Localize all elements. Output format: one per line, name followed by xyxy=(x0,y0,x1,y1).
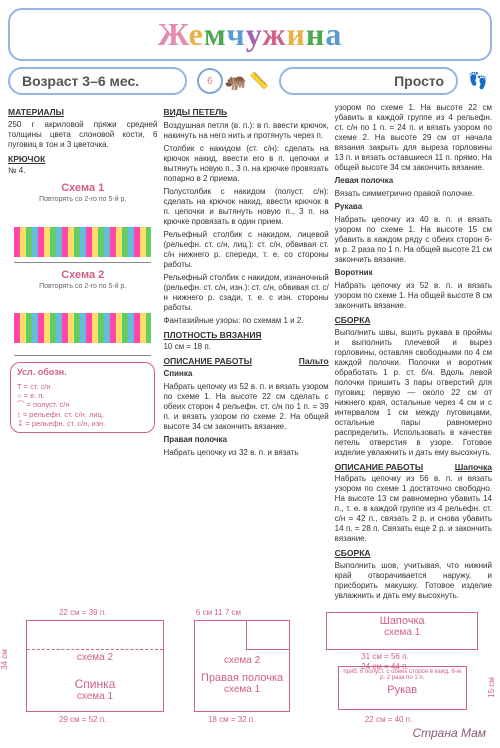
collar-subhead: Воротник xyxy=(335,268,373,277)
hook-heading: КРЮЧОК xyxy=(8,154,157,165)
rel-izn: Рельефный столбик с накидом, изнаночный … xyxy=(163,273,328,313)
diag-sleeve-bot: 22 см = 40 п. xyxy=(365,715,412,724)
density-heading: ПЛОТНОСТЬ ВЯЗАНИЯ xyxy=(163,330,328,341)
schema1-diagram xyxy=(14,207,151,263)
column-3: узором по схеме 1. На высоте 22 см убави… xyxy=(335,103,492,604)
age-box: Возраст 3–6 мес. xyxy=(8,67,187,95)
front-subhead: Правая полочка xyxy=(163,435,227,444)
diag-back-bot: 29 см = 52 п. xyxy=(59,715,106,724)
hat-work-heading: ОПИСАНИЕ РАБОТЫШапочка xyxy=(335,462,492,473)
age-icons: 6 🦛 📏 xyxy=(193,67,273,95)
legend-list: T = ст. с/н○ = в. п.⌒ = полуст. с/н↕ = р… xyxy=(17,382,148,429)
sleeve-subhead: Рукава xyxy=(335,202,363,211)
level-box: Просто xyxy=(279,67,458,95)
footprints-icon: 👣 xyxy=(468,71,488,91)
pattern-diagrams: 22 см = 39 п. схема 2 Спинка схема 1 34 … xyxy=(8,610,492,722)
diag-front-top: 6 см 11 7 см xyxy=(196,608,241,617)
craft-pattern-page: Жемчужина Возраст 3–6 мес. 6 🦛 📏 Просто … xyxy=(0,0,500,748)
diag-hat: Шапочка схема 1 xyxy=(326,612,478,650)
materials-text: 250 г акриловой пряжи средней толщины цв… xyxy=(8,120,157,150)
schema2-label: Схема 2 xyxy=(8,269,157,283)
legend-item: ⌒ = полуст. с/н xyxy=(17,400,148,409)
column-2: ВИДЫ ПЕТЕЛЬ Воздушная петля (в. п.): в п… xyxy=(163,103,328,604)
front-text1: Набрать цепочку из 32 в. п. и вязать xyxy=(163,448,328,458)
diag-back-top: 22 см = 39 п. xyxy=(59,608,106,617)
diag-front-bot: 18 см = 32 п. xyxy=(208,715,255,724)
ssn: Столбик с накидом (ст. с/н): сделать на … xyxy=(163,144,328,184)
diag-hat-top: 31 см = 56 п. xyxy=(361,652,408,661)
back-text: Набрать цепочку из 52 в. п. и вязать узо… xyxy=(163,382,328,432)
hippo-icon: 🦛 xyxy=(225,71,247,92)
density-text: 10 см = 18 п. xyxy=(163,342,328,352)
ruler-icon: 📏 xyxy=(249,71,269,91)
hat-text: Набрать цепочку из 56 в. п. и вязать узо… xyxy=(335,474,492,544)
assembly-text: Выполнить швы, вшить рукава в проймы и в… xyxy=(335,328,492,458)
column-1: МАТЕРИАЛЫ 250 г акриловой пряжи средней … xyxy=(8,103,157,604)
assembly-heading: СБОРКА xyxy=(335,315,492,326)
diag-back: схема 2 Спинка схема 1 xyxy=(26,620,164,712)
collar-text: Набрать цепочку из 52 в. п. и вязать узо… xyxy=(335,281,492,311)
legend-box: Усл. обозн. T = ст. с/н○ = в. п.⌒ = полу… xyxy=(10,362,155,433)
front-text2: узором по схеме 1. На высоте 22 см убави… xyxy=(335,103,492,173)
rel-lic: Рельефный столбик с накидом, лицевой (ре… xyxy=(163,230,328,270)
fant: Фантазийные узоры: по схемам 1 и 2. xyxy=(163,316,328,326)
hat-asm-text: Выполнить шов, учитывая, что нижний край… xyxy=(335,561,492,601)
hat-asm-heading: СБОРКА xyxy=(335,548,492,559)
materials-heading: МАТЕРИАЛЫ xyxy=(8,107,157,118)
content-columns: МАТЕРИАЛЫ 250 г акриловой пряжи средней … xyxy=(8,103,492,604)
back-subhead: Спинка xyxy=(163,369,192,378)
meta-row: Возраст 3–6 мес. 6 🦛 📏 Просто 👣 xyxy=(8,67,492,95)
diag-sleeve-h: 15 см xyxy=(487,677,496,698)
left-subhead: Левая полочка xyxy=(335,176,394,185)
polust: Полустолбик с накидом (полуст. с/н): сде… xyxy=(163,187,328,227)
diag-back-h: 34 см xyxy=(0,649,9,670)
left-text: Вязать симметрично правой полочке. xyxy=(335,189,492,199)
footer-credit: Страна Мам xyxy=(8,726,492,740)
diag-sleeve: приб. 6 полуст. с обеих сторон в кажд. 6… xyxy=(338,666,467,710)
diag-front: схема 2 Правая полочка схема 1 xyxy=(194,620,291,712)
legend-item: T = ст. с/н xyxy=(17,382,148,391)
work-heading: ОПИСАНИЕ РАБОТЫПальто xyxy=(163,356,328,367)
level-icons: 👣 xyxy=(464,67,492,95)
hook-text: № 4. xyxy=(8,166,157,176)
schema2-diagram xyxy=(14,293,151,356)
legend-item: ↕ = рельефн. ст. с/н, лиц. xyxy=(17,410,148,419)
legend-item: ○ = в. п. xyxy=(17,391,148,400)
sleeve-text: Набрать цепочку из 40 в. п. и вязать узо… xyxy=(335,215,492,265)
schema2-note: Повторять со 2-го по 5-й р. xyxy=(8,283,157,292)
page-title: Жемчужина xyxy=(22,16,478,53)
vp: Воздушная петля (в. п.): в п. ввести крю… xyxy=(163,121,328,141)
legend-heading: Усл. обозн. xyxy=(17,367,148,378)
schema1-label: Схема 1 xyxy=(8,182,157,196)
schema1-note: Повторять со 2-го по 5-й р. xyxy=(8,196,157,205)
title-box: Жемчужина xyxy=(8,8,492,61)
legend-item: ↧ = рельефн. ст. с/н, изн. xyxy=(17,419,148,428)
months-badge: 6 xyxy=(197,68,223,94)
stitches-heading: ВИДЫ ПЕТЕЛЬ xyxy=(163,107,328,118)
